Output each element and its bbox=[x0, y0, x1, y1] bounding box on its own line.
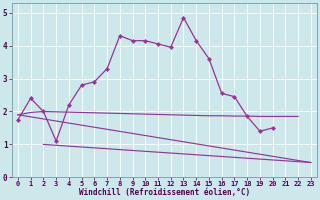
X-axis label: Windchill (Refroidissement éolien,°C): Windchill (Refroidissement éolien,°C) bbox=[79, 188, 250, 197]
